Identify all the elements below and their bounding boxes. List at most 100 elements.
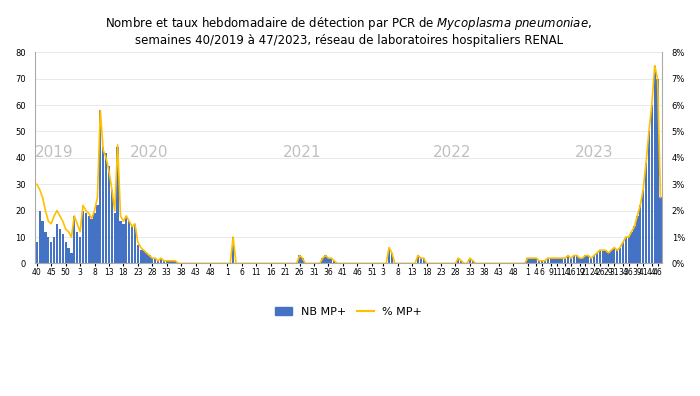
Bar <box>120 221 122 263</box>
Bar <box>97 206 99 263</box>
Bar <box>146 253 148 263</box>
Bar <box>125 216 127 263</box>
Title: Nombre et taux hebdomadaire de détection par PCR de $\mathit{Mycoplasma\ pneumon: Nombre et taux hebdomadaire de détection… <box>105 15 592 47</box>
Bar <box>134 224 136 263</box>
Bar <box>139 250 142 263</box>
Bar <box>105 152 107 263</box>
Bar <box>82 211 84 263</box>
Bar <box>85 213 87 263</box>
Bar <box>547 258 549 263</box>
Bar <box>166 261 168 263</box>
Bar <box>544 261 546 263</box>
Bar <box>79 237 81 263</box>
Bar <box>136 245 139 263</box>
Bar <box>457 258 459 263</box>
Bar <box>622 242 624 263</box>
Bar <box>113 213 116 263</box>
Bar <box>143 250 145 263</box>
Bar <box>131 227 133 263</box>
Bar <box>601 250 604 263</box>
Bar <box>567 255 569 263</box>
Bar <box>111 190 113 263</box>
Bar <box>44 232 47 263</box>
Bar <box>416 255 419 263</box>
Bar <box>157 261 159 263</box>
Text: 2019: 2019 <box>35 145 74 160</box>
Bar <box>333 261 335 263</box>
Bar <box>596 253 598 263</box>
Bar <box>587 255 589 263</box>
Bar <box>631 232 633 263</box>
Bar <box>76 232 78 263</box>
Bar <box>472 261 474 263</box>
Bar <box>608 253 610 263</box>
Bar <box>62 234 64 263</box>
Bar <box>657 79 659 263</box>
Bar <box>550 258 552 263</box>
Bar <box>624 237 627 263</box>
Legend: NB MP+, % MP+: NB MP+, % MP+ <box>270 302 427 321</box>
Bar <box>64 242 67 263</box>
Bar <box>636 216 638 263</box>
Bar <box>564 258 566 263</box>
Bar <box>154 258 156 263</box>
Bar <box>532 258 535 263</box>
Bar <box>420 258 422 263</box>
Bar <box>610 250 612 263</box>
Bar <box>552 258 555 263</box>
Bar <box>116 147 119 263</box>
Bar <box>36 242 38 263</box>
Bar <box>321 258 324 263</box>
Bar <box>561 258 564 263</box>
Bar <box>59 229 61 263</box>
Bar <box>324 255 327 263</box>
Bar <box>590 258 592 263</box>
Bar <box>93 213 96 263</box>
Bar <box>169 261 171 263</box>
Bar <box>648 131 650 263</box>
Bar <box>570 258 572 263</box>
Bar <box>298 255 301 263</box>
Bar <box>56 224 58 263</box>
Bar <box>538 261 540 263</box>
Text: 2021: 2021 <box>284 145 322 160</box>
Bar <box>526 258 528 263</box>
Bar <box>90 219 93 263</box>
Bar <box>388 248 390 263</box>
Bar <box>330 258 332 263</box>
Bar <box>558 258 561 263</box>
Bar <box>74 216 76 263</box>
Bar <box>654 65 656 263</box>
Text: 2022: 2022 <box>433 145 472 160</box>
Bar <box>151 258 153 263</box>
Bar <box>67 248 70 263</box>
Bar <box>642 190 644 263</box>
Bar <box>391 253 393 263</box>
Bar <box>535 258 538 263</box>
Bar <box>619 248 621 263</box>
Bar <box>88 216 90 263</box>
Bar <box>584 255 587 263</box>
Bar <box>598 250 601 263</box>
Bar <box>174 261 176 263</box>
Bar <box>301 258 304 263</box>
Bar <box>102 147 104 263</box>
Bar <box>555 258 558 263</box>
Bar <box>47 237 50 263</box>
Bar <box>50 242 52 263</box>
Bar <box>645 163 648 263</box>
Bar <box>160 258 162 263</box>
Bar <box>581 258 584 263</box>
Bar <box>575 255 578 263</box>
Bar <box>232 237 235 263</box>
Bar <box>616 250 618 263</box>
Text: 2023: 2023 <box>575 145 613 160</box>
Bar <box>593 255 595 263</box>
Bar <box>634 227 636 263</box>
Bar <box>460 261 463 263</box>
Bar <box>148 255 150 263</box>
Bar <box>128 221 130 263</box>
Bar <box>423 258 425 263</box>
Bar <box>108 166 110 263</box>
Bar <box>659 198 662 263</box>
